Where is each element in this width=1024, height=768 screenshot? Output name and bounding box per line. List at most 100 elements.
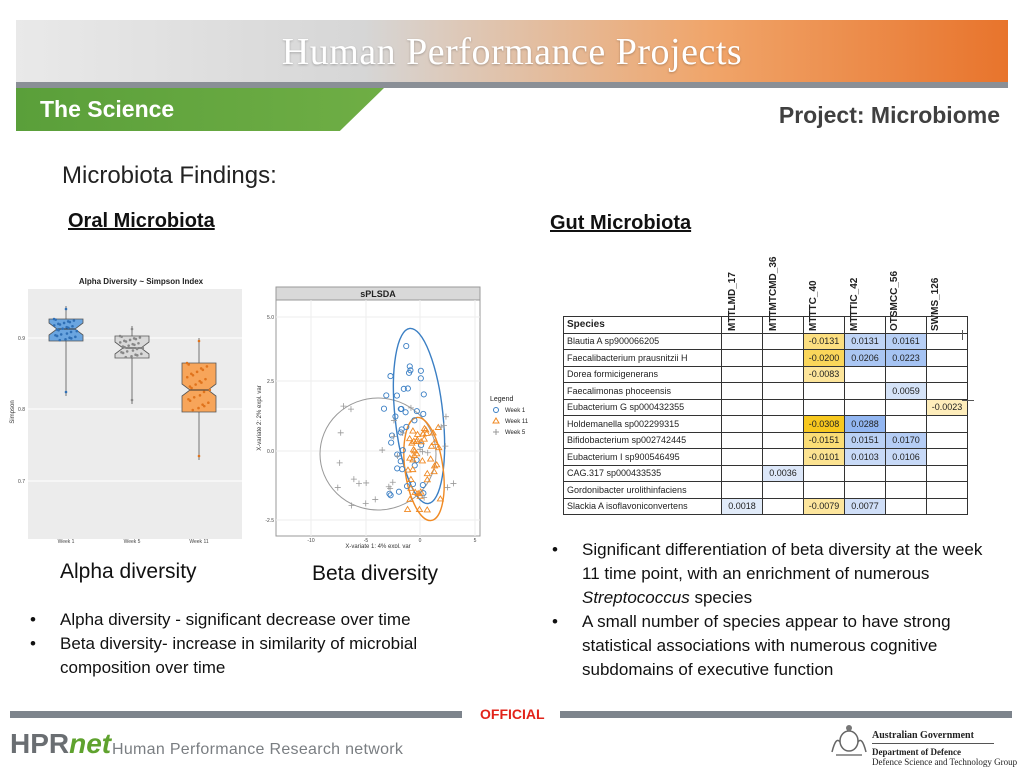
- data-point: [140, 352, 143, 356]
- value-cell: -0.0101: [803, 448, 845, 466]
- value-cell: 0.0161: [885, 332, 927, 350]
- x-tick-label: -10: [307, 538, 314, 544]
- data-point: [130, 354, 133, 358]
- week5-point: [424, 449, 431, 456]
- week1-point: [411, 417, 418, 424]
- data-point: [52, 324, 56, 327]
- value-cell: [721, 332, 763, 350]
- value-cell: -0.0023: [926, 398, 968, 416]
- x-category-label: Week 11: [189, 539, 208, 545]
- value-cell: -0.0200: [803, 349, 845, 367]
- oral-findings-list: • Alpha diversity - significant decrease …: [30, 608, 480, 680]
- week5-point: [394, 452, 401, 459]
- species-cell: Blautia A sp900066205: [563, 332, 722, 350]
- value-cell: [762, 398, 804, 416]
- value-cell: [762, 497, 804, 515]
- value-cell: [721, 349, 763, 367]
- value-cell: [885, 464, 927, 482]
- table-row: Bifidobacterium sp002742445 -0.0151 0.0151…: [563, 431, 968, 449]
- value-cell: [762, 365, 804, 383]
- value-cell: -0.0083: [803, 365, 845, 383]
- ellipse-week5: [319, 397, 437, 511]
- alpha-y-ticks: 0.9 0.8 0.7: [18, 336, 25, 485]
- beta-points: [334, 342, 457, 513]
- week1-point: [397, 458, 404, 465]
- footer-divider: [560, 711, 1012, 718]
- table-row: Faecalibacterium prausnitzii H -0.0200 0.0…: [563, 349, 968, 367]
- week1-point: [398, 426, 405, 433]
- data-point: [65, 332, 69, 335]
- value-cell: 0.0059: [885, 382, 927, 400]
- week1-point: [404, 385, 411, 392]
- value-cell: [844, 481, 886, 499]
- data-point: [127, 344, 130, 347]
- week11-point: [410, 451, 419, 458]
- week1-point: [420, 391, 427, 398]
- week11-point: [430, 438, 439, 446]
- value-cell: [885, 481, 927, 499]
- week1-point: [407, 367, 414, 374]
- findings-heading: Microbiota Findings:: [62, 162, 277, 189]
- value-cell: [762, 415, 804, 433]
- week1-point: [393, 392, 400, 399]
- data-point: [207, 401, 210, 404]
- data-point: [68, 320, 72, 324]
- beta-legend: Legend Week 1 Week 11 Week 5: [490, 396, 529, 436]
- header-divider: [16, 82, 1008, 88]
- week11-point: [404, 466, 412, 473]
- week1-point: [402, 409, 409, 416]
- week11-point: [406, 495, 414, 502]
- species-cell: Gordonibacter urolithinfaciens: [563, 481, 722, 499]
- value-cell: [721, 415, 763, 433]
- table-row: Slackia A isoflavoniconvertens 0.0018 -0.0…: [563, 497, 968, 515]
- data-point: [61, 327, 64, 330]
- data-point: [205, 365, 209, 368]
- gut-microbiota-heading: Gut Microbiota: [550, 212, 692, 234]
- section-tab: [16, 88, 384, 131]
- data-point: [198, 394, 202, 397]
- project-label: Project: Microbiome: [778, 102, 1000, 128]
- value-cell: [762, 448, 804, 466]
- value-cell: [926, 349, 968, 367]
- value-cell: 0.0223: [885, 349, 927, 367]
- legend-label: Week 11: [505, 419, 529, 425]
- value-cell: [885, 365, 927, 383]
- week1-point: [400, 385, 407, 392]
- week1-point: [387, 492, 394, 499]
- data-point: [185, 375, 189, 379]
- outlier-point: [64, 307, 68, 311]
- week11-point: [414, 489, 422, 497]
- week1-point: [388, 439, 395, 446]
- value-cell: [885, 415, 927, 433]
- page-title: Human Performance Projects: [281, 31, 743, 73]
- value-cell: [803, 481, 845, 499]
- data-point: [62, 321, 66, 325]
- week5-point: [442, 443, 449, 450]
- data-point: [191, 408, 195, 412]
- week11-point: [420, 424, 429, 432]
- data-point: [55, 334, 59, 338]
- week11-point: [409, 455, 417, 463]
- week11-point: [436, 495, 445, 502]
- value-cell: [721, 398, 763, 416]
- value-cell: 0.0018: [721, 497, 763, 515]
- table-edge-mark: [962, 400, 974, 401]
- week1-point: [399, 447, 406, 454]
- table-edge-mark: [962, 330, 963, 340]
- value-cell: [762, 349, 804, 367]
- table-row: Gordonibacter urolithinfaciens: [563, 481, 968, 499]
- week1-point: [395, 488, 402, 495]
- data-point: [58, 323, 62, 326]
- beta-chart-title: sPLSDA: [360, 289, 396, 299]
- legend-title: Legend: [490, 396, 513, 403]
- week1-point: [403, 342, 410, 350]
- species-cell: Slackia A isoflavoniconvertens: [563, 497, 722, 515]
- value-cell: 0.0131: [844, 332, 886, 350]
- data-point: [124, 355, 128, 359]
- value-cell: [844, 464, 886, 482]
- data-point: [133, 343, 136, 347]
- alpha-boxes: [48, 306, 217, 460]
- week1-point: [397, 429, 404, 436]
- week11-point: [419, 430, 427, 437]
- y-tick-label: 0.0: [267, 449, 274, 455]
